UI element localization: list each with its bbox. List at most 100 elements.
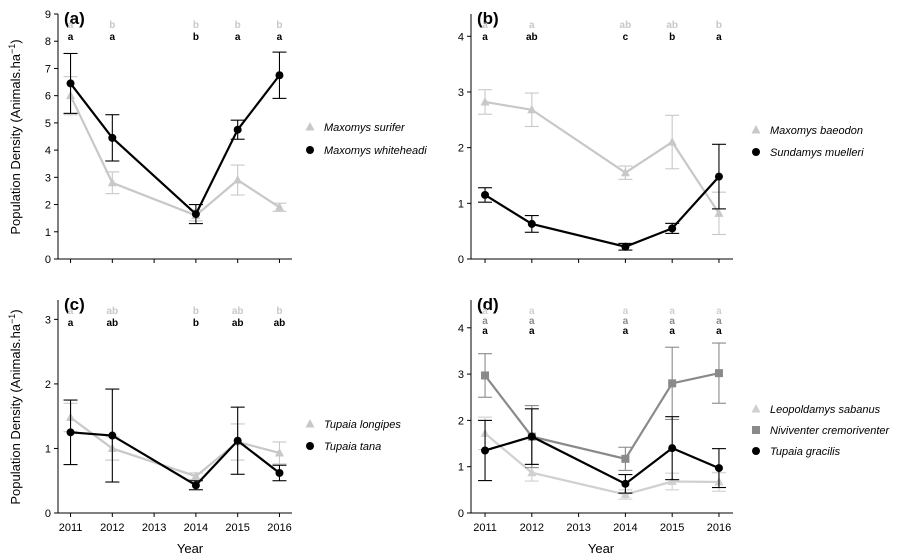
legend-entry: Tupaia tana — [306, 441, 381, 453]
significance-letter: a — [623, 326, 629, 337]
data-point — [527, 467, 537, 477]
series-line — [484, 435, 720, 486]
series-maxomys-baeodon — [478, 89, 726, 236]
legend-marker — [751, 125, 761, 134]
x-tick-label: 2013 — [142, 522, 166, 534]
legend-label: Tupaia longipes — [324, 419, 401, 431]
data-point — [714, 464, 723, 473]
data-point — [191, 210, 200, 219]
y-tick-label: 0 — [458, 254, 464, 266]
series-leopoldamys-sabanus — [478, 416, 726, 500]
data-point — [527, 219, 536, 228]
x-tick-label: 2014 — [613, 522, 637, 534]
y-tick-label: 9 — [45, 9, 51, 21]
y-tick-label: 1 — [458, 462, 464, 474]
series-niviventer-cremoriventer — [478, 342, 726, 471]
data-point — [621, 479, 630, 488]
significance-letter: b — [193, 20, 199, 31]
x-tick-label: 2013 — [566, 522, 590, 534]
y-axis-title-text: Population Density (Animals.ha — [8, 53, 23, 234]
x-axis-title: Year — [588, 541, 615, 556]
legend-entry: Niviventer cremoriventer — [752, 425, 891, 437]
y-tick-label: 0 — [45, 254, 51, 266]
legend-label: Maxomys baeodon — [770, 125, 863, 137]
x-tick-label: 2016 — [707, 522, 731, 534]
y-axis-title: Population Density (Animals.ha−1) — [7, 309, 23, 504]
y-tick-label: 4 — [458, 31, 464, 43]
data-point — [481, 371, 490, 380]
significance-letter: a — [669, 326, 675, 337]
significance-letter: a — [716, 32, 722, 43]
x-axis-title: Year — [177, 541, 204, 556]
significance-letter: b — [193, 318, 199, 329]
significance-letter: a — [68, 318, 74, 329]
data-point — [66, 79, 75, 88]
data-point — [274, 202, 284, 211]
y-tick-label: 0 — [458, 508, 464, 520]
significance-letter: ab — [620, 20, 632, 31]
significance-letter: a — [68, 306, 74, 317]
y-axis-title-close: ) — [8, 39, 23, 43]
legend-entry: Leopoldamys sabanus — [751, 404, 881, 416]
significance-letter: a — [110, 32, 116, 43]
y-axis-title-superscript: −1 — [7, 44, 17, 54]
data-point — [275, 468, 284, 477]
significance-letter: a — [623, 316, 629, 327]
data-point — [620, 167, 630, 177]
significance-letter: a — [529, 306, 535, 317]
legend-marker — [305, 122, 315, 131]
series-tupaia-longipes — [63, 402, 287, 480]
significance-letter: a — [68, 20, 74, 31]
y-tick-label: 2 — [458, 415, 464, 427]
data-point — [621, 242, 630, 251]
y-tick-label: 4 — [45, 145, 51, 157]
y-tick-label: 8 — [45, 36, 51, 48]
series-line — [484, 100, 720, 214]
legend-entry: Maxomys surifer — [305, 122, 406, 134]
data-point — [714, 172, 723, 181]
data-point — [620, 489, 630, 498]
data-point — [66, 428, 75, 437]
y-tick-label: 5 — [45, 118, 51, 130]
data-point — [274, 447, 284, 457]
y-tick-label: 2 — [45, 200, 51, 212]
x-tick-label: 2015 — [225, 522, 249, 534]
data-point — [108, 431, 117, 440]
significance-letter: a — [68, 32, 74, 43]
legend-label: Maxomys surifer — [324, 122, 406, 134]
panel-label: (a) — [64, 9, 85, 28]
legend-entry: Maxomys baeodon — [751, 125, 863, 137]
significance-letter: ab — [526, 32, 538, 43]
data-point — [191, 481, 200, 490]
legend-marker — [306, 442, 314, 450]
significance-letter: a — [669, 306, 675, 317]
data-point — [667, 476, 677, 486]
series-line — [69, 95, 281, 217]
significance-letter: a — [529, 316, 535, 327]
legend-marker — [752, 426, 760, 434]
legend-marker — [751, 404, 761, 413]
y-axis-title-superscript: −1 — [7, 314, 17, 324]
legend-entry: Tupaia gracilis — [752, 446, 841, 458]
data-point — [275, 71, 284, 80]
x-tick-label: 2014 — [184, 522, 208, 534]
y-tick-label: 3 — [45, 172, 51, 184]
series-sundamys-muelleri — [478, 143, 726, 251]
data-point — [107, 177, 117, 187]
x-tick-label: 2011 — [59, 522, 83, 534]
data-point — [527, 104, 537, 114]
y-tick-label: 4 — [458, 323, 464, 335]
data-point — [668, 379, 677, 388]
x-tick-label: 2012 — [100, 522, 124, 534]
legend-entry: Sundamys muelleri — [752, 147, 864, 159]
panel-label: (b) — [477, 9, 499, 28]
data-point — [233, 125, 242, 134]
data-point — [668, 444, 677, 453]
legend-label: Sundamys muelleri — [770, 147, 864, 159]
legend-label: Niviventer cremoriventer — [770, 425, 891, 437]
series-maxomys-surifer — [63, 76, 287, 222]
legend-label: Maxomys whiteheadi — [324, 145, 427, 157]
